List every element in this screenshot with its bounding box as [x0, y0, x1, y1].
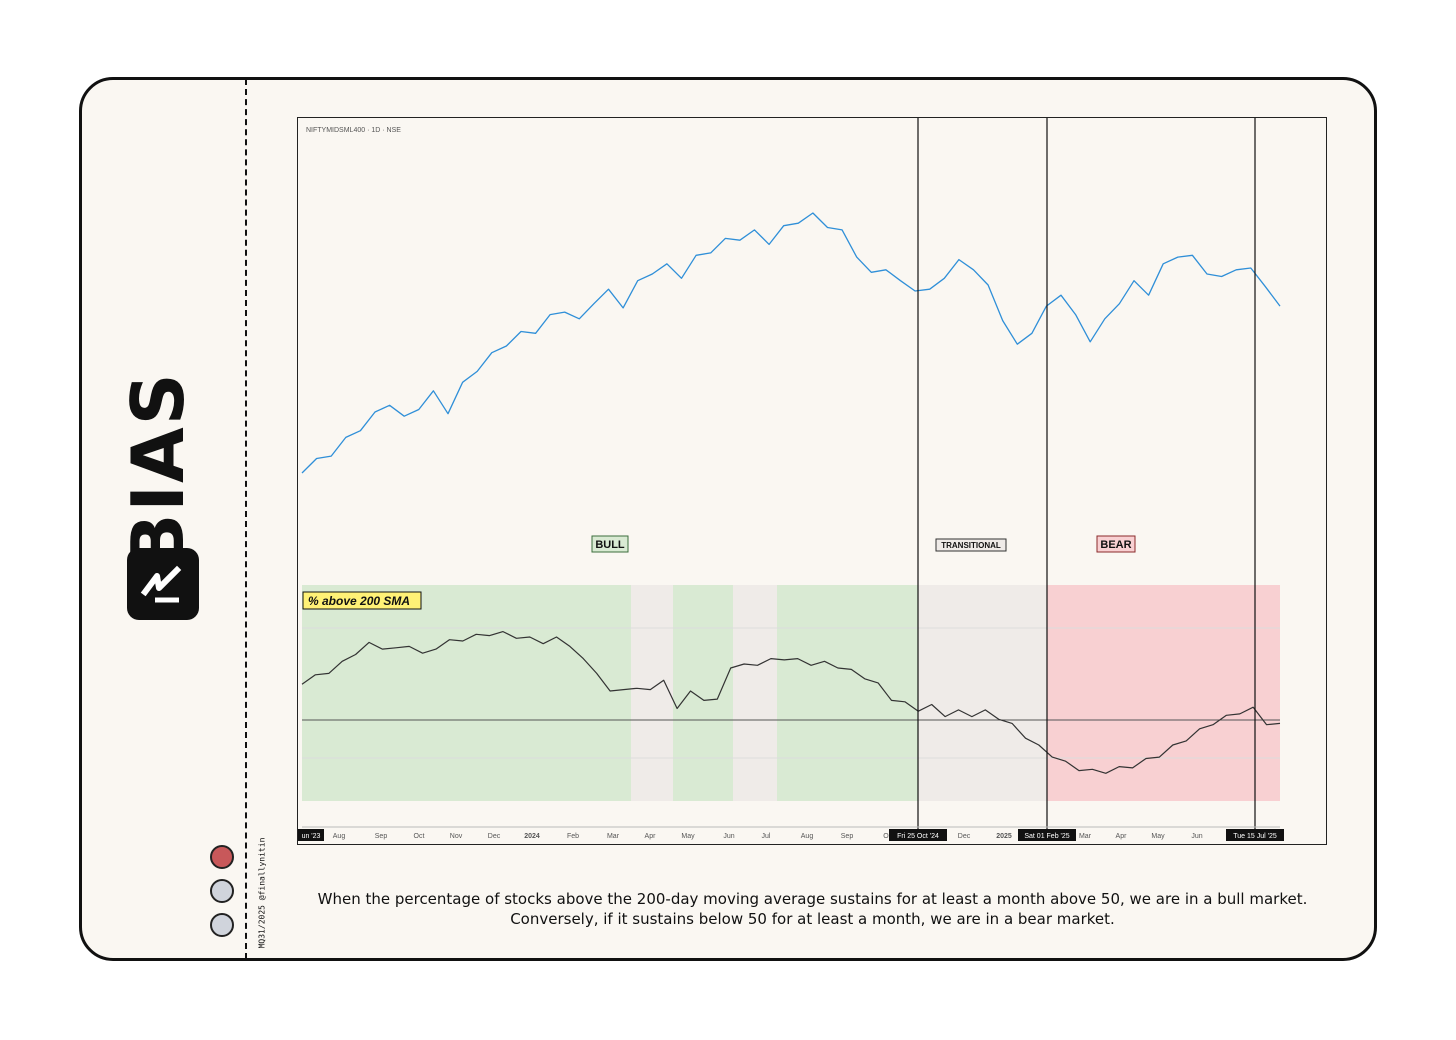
author-handle: MQ31/2025 @finallynitin: [257, 837, 267, 949]
x-tick-label: un '23: [302, 833, 321, 840]
chart-svg: NIFTYMIDSML400 · 1D · NSE % above 200 SMA…: [298, 118, 1284, 841]
x-tick-label: Dec: [958, 833, 971, 840]
regime-label-box-transitional: [935, 538, 1007, 552]
regime-label-bull: BULL: [595, 539, 625, 551]
status-dot-grey[interactable]: [210, 879, 234, 903]
x-tick-label: Apr: [1116, 833, 1128, 840]
marker-date-badge: [1226, 829, 1284, 841]
regime-band-neutral: [631, 585, 673, 801]
marker-date-label: Fri 25 Oct '24: [897, 833, 939, 840]
x-tick-label: May: [1151, 833, 1165, 840]
x-tick-label: Sep: [375, 833, 388, 840]
breadth-series-line: [301, 631, 1281, 774]
x-tick-label: Mar: [1079, 833, 1092, 840]
regime-band-bull: [777, 585, 918, 801]
marker-date-label: Tue 15 Jul '25: [1233, 833, 1277, 840]
x-tick-label: Feb: [567, 833, 579, 840]
x-tick-label: Mar: [607, 833, 620, 840]
chart-panel: NIFTYMIDSML400 · 1D · NSE % above 200 SMA…: [297, 117, 1327, 845]
caption-text: When the percentage of stocks above the …: [317, 890, 1308, 928]
x-tick-label: Apr: [645, 833, 657, 840]
x-tick-label: Nov: [450, 833, 463, 840]
x-tick-label: Jun: [723, 833, 734, 840]
marker-date-badge: [1018, 829, 1076, 841]
marker-date-badge: [889, 829, 947, 841]
regime-label-box-bull: [591, 535, 629, 553]
x-tick-label: May: [681, 833, 695, 840]
regime-label-bear: BEAR: [1100, 539, 1131, 551]
regime-label-box-bear: [1096, 535, 1136, 553]
price-series-line: [301, 212, 1281, 474]
x-tick-label: Jul: [762, 833, 771, 840]
indicator-label: % above 200 SMA: [308, 594, 410, 608]
regime-band-neutral: [733, 585, 777, 801]
status-dot-grey-2[interactable]: [210, 913, 234, 937]
x-tick-label: Sep: [841, 833, 854, 840]
x-tick-label: Jun: [1191, 833, 1202, 840]
status-dot-red[interactable]: [210, 845, 234, 869]
regime-band-neutral: [918, 585, 1047, 801]
marker-date-label: Sat 01 Feb '25: [1024, 833, 1069, 840]
regime-band-bull: [302, 585, 631, 801]
regime-label-transitional: TRANSITIONAL: [941, 541, 1001, 550]
x-tick-label: Oct: [414, 833, 425, 840]
x-tick-label: 2024: [524, 833, 540, 840]
symbol-label: NIFTYMIDSML400 · 1D · NSE: [306, 127, 401, 134]
x-tick-label: O: [883, 833, 889, 840]
brand-logo-icon: [127, 548, 199, 620]
indicator-label-box: [302, 591, 422, 610]
card-divider: [245, 79, 247, 959]
regime-band-bear: [1047, 585, 1280, 801]
x-tick-highlight: [298, 829, 324, 841]
x-tick-label: Aug: [333, 833, 346, 840]
x-tick-label: Dec: [488, 833, 501, 840]
x-tick-label: Aug: [801, 833, 814, 840]
regime-band-bull: [673, 585, 733, 801]
x-tick-label: 2025: [996, 833, 1012, 840]
brand-name: BIAS: [116, 371, 200, 569]
